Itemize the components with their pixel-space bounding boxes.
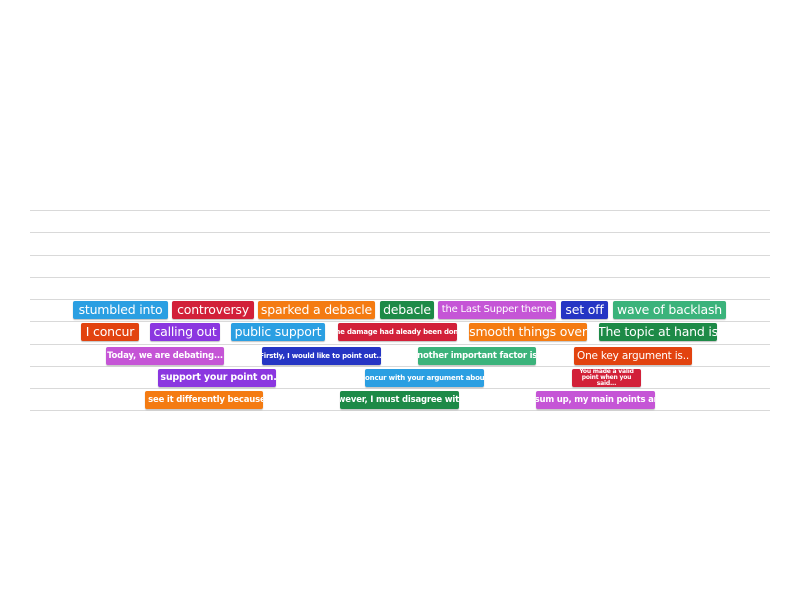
line [30, 366, 770, 367]
word-tile[interactable]: controversy [172, 301, 254, 319]
line [30, 255, 770, 256]
phrase-tile[interactable]: You made a valid point when you said... [572, 369, 641, 387]
line [30, 232, 770, 233]
word-tile[interactable]: I concur [81, 323, 139, 341]
word-tile[interactable]: The topic at hand is [599, 323, 717, 341]
word-tile[interactable]: debacle [380, 301, 434, 319]
word-tile[interactable]: smooth things over [469, 323, 587, 341]
line [30, 410, 770, 411]
line [30, 277, 770, 278]
phrase-tile[interactable]: One key argument is.. [574, 347, 692, 365]
phrase-tile[interactable]: Today, we are debating... [106, 347, 224, 365]
word-tile[interactable]: the damage had aleady been done [338, 323, 457, 341]
word-tile[interactable]: calling out [150, 323, 220, 341]
line [30, 210, 770, 211]
word-tile[interactable]: stumbled into [73, 301, 168, 319]
line [30, 344, 770, 345]
phrase-tile[interactable]: I see it differently because [145, 391, 263, 409]
word-tile[interactable]: the Last Supper theme [438, 301, 556, 319]
phrase-tile[interactable]: Another important factor is.. [418, 347, 536, 365]
word-tile[interactable]: public support [231, 323, 325, 341]
line [30, 388, 770, 389]
phrase-tile[interactable]: To sum up, my main points are.. [536, 391, 655, 409]
phrase-tile[interactable]: I concur with your argument about.. [365, 369, 484, 387]
word-tile[interactable]: sparked a debacle [258, 301, 375, 319]
phrase-tile[interactable]: However, I must disagree with... [340, 391, 459, 409]
line [30, 299, 770, 300]
phrase-tile[interactable]: I support your point on.. [158, 369, 276, 387]
line [30, 321, 770, 322]
word-tile[interactable]: wave of backlash [613, 301, 726, 319]
word-tile[interactable]: set off [561, 301, 608, 319]
phrase-tile[interactable]: Firstly, I would like to point out... [262, 347, 381, 365]
